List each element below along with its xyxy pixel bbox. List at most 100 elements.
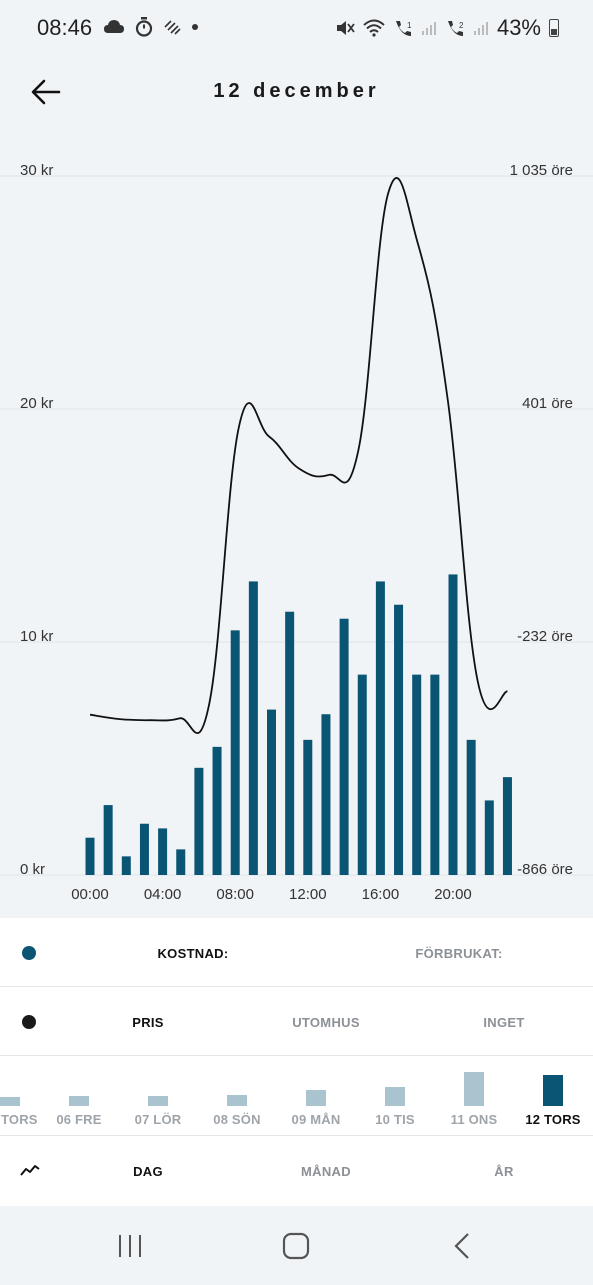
signal-icon bbox=[421, 22, 436, 35]
svg-text:2: 2 bbox=[459, 21, 464, 30]
page-title: 12 december bbox=[213, 80, 380, 102]
call-sim2-icon: 2 bbox=[447, 21, 464, 36]
chart-canvas: 0 kr -866 öre 10 kr -232 öre 20 kr 401 öre 30 … bbox=[0, 162, 593, 903]
x-tick-label: 04:00 bbox=[144, 886, 182, 903]
y-left-tick-label: 30 kr bbox=[20, 162, 53, 179]
status-time: 08:46 bbox=[37, 15, 93, 40]
controls-panel: KOSTNAD: FÖRBRUKAT: PRIS UTOMHUS INGET 0… bbox=[0, 918, 593, 1206]
price-chart: 0 kr -866 öre 10 kr -232 öre 20 kr 401 öre 30 … bbox=[0, 140, 593, 910]
bar-hour-12 bbox=[303, 739, 313, 875]
day-bar bbox=[385, 1087, 405, 1106]
x-tick-label: 16:00 bbox=[362, 886, 400, 903]
battery-icon bbox=[549, 19, 559, 37]
cost-toggle[interactable]: KOSTNAD: bbox=[157, 946, 229, 961]
svg-text:1: 1 bbox=[407, 21, 412, 30]
price-toggle[interactable]: PRIS bbox=[132, 1015, 164, 1030]
recent-apps-button[interactable] bbox=[110, 1230, 150, 1262]
trend-line-icon bbox=[20, 1165, 40, 1176]
day-label: 10 TIS bbox=[375, 1112, 415, 1127]
day-item[interactable]: 12 TORS bbox=[513, 1056, 593, 1136]
day-item[interactable]: 07 LÖR bbox=[118, 1056, 198, 1136]
bar-hour-4 bbox=[158, 828, 168, 875]
home-icon bbox=[282, 1232, 310, 1260]
x-tick-label: 12:00 bbox=[289, 886, 327, 903]
battery-percentage: 43% bbox=[496, 15, 541, 40]
day-selector: 05 TORS 06 FRE 07 LÖR 08 SÖN 09 MÅN 10 TIS 11 … bbox=[0, 1056, 593, 1136]
day-bar bbox=[148, 1096, 168, 1106]
day-item[interactable]: 09 MÅN bbox=[276, 1056, 356, 1136]
bar-hour-21 bbox=[466, 739, 476, 875]
y-left-tick-label: 0 kr bbox=[20, 861, 45, 878]
bar-hour-17 bbox=[394, 604, 404, 875]
bar-hour-16 bbox=[375, 581, 385, 875]
day-bar bbox=[306, 1090, 326, 1106]
day-bar bbox=[543, 1075, 563, 1106]
y-right-tick-label: -866 öre bbox=[517, 861, 573, 878]
day-bar bbox=[0, 1097, 20, 1106]
bar-hour-6 bbox=[194, 767, 204, 875]
consumption-toggle[interactable]: FÖRBRUKAT: bbox=[415, 946, 503, 961]
day-label: 09 MÅN bbox=[291, 1112, 341, 1127]
mute-icon bbox=[336, 21, 355, 35]
y-right-tick-label: 1 035 öre bbox=[510, 162, 573, 179]
series-row-price: PRIS UTOMHUS INGET bbox=[0, 987, 593, 1056]
day-label: 12 TORS bbox=[525, 1112, 581, 1127]
bar-hour-19 bbox=[430, 674, 440, 875]
price-line bbox=[89, 177, 509, 734]
status-bar: 08:46 1 2 43% bbox=[0, 0, 593, 56]
day-label: 05 TORS bbox=[0, 1112, 38, 1127]
bar-hour-3 bbox=[139, 823, 149, 875]
bar-hour-10 bbox=[267, 709, 276, 875]
outdoor-toggle[interactable]: UTOMHUS bbox=[292, 1015, 360, 1030]
y-left-tick-label: 10 kr bbox=[20, 628, 53, 645]
day-bar bbox=[227, 1095, 247, 1106]
bar-hour-14 bbox=[339, 618, 349, 875]
y-left-tick-label: 20 kr bbox=[20, 395, 53, 412]
home-button[interactable] bbox=[276, 1230, 316, 1262]
header: 12 december bbox=[0, 60, 593, 120]
bar-hour-0 bbox=[85, 837, 95, 875]
bar-hour-18 bbox=[412, 674, 422, 875]
period-row: DAG MÅNAD ÅR bbox=[0, 1136, 593, 1205]
wifi-icon bbox=[363, 19, 385, 37]
bar-hour-2 bbox=[121, 856, 131, 875]
period-day-tab[interactable]: DAG bbox=[133, 1164, 163, 1179]
back-button[interactable] bbox=[24, 70, 68, 114]
y-right-tick-label: 401 öre bbox=[522, 395, 573, 412]
day-label: 08 SÖN bbox=[213, 1112, 261, 1127]
period-year-tab[interactable]: ÅR bbox=[494, 1164, 514, 1179]
day-item[interactable]: 10 TIS bbox=[355, 1056, 435, 1136]
back-nav-button[interactable] bbox=[442, 1230, 482, 1262]
day-item[interactable]: 11 ONS bbox=[434, 1056, 514, 1136]
day-bar bbox=[464, 1072, 484, 1106]
day-item[interactable]: 08 SÖN bbox=[197, 1056, 277, 1136]
day-item[interactable]: 06 FRE bbox=[39, 1056, 119, 1136]
system-nav-bar bbox=[0, 1206, 593, 1285]
bar-hour-13 bbox=[321, 714, 331, 875]
cloud-icon bbox=[104, 20, 124, 33]
day-label: 11 ONS bbox=[450, 1112, 498, 1127]
x-tick-label: 08:00 bbox=[216, 886, 254, 903]
bar-hour-15 bbox=[357, 674, 367, 875]
call-sim1-icon: 1 bbox=[395, 21, 412, 36]
bar-hour-23 bbox=[502, 777, 512, 875]
weather-icon bbox=[164, 20, 181, 35]
x-tick-label: 00:00 bbox=[71, 886, 109, 903]
day-label: 06 FRE bbox=[56, 1112, 102, 1127]
y-right-tick-label: -232 öre bbox=[517, 628, 573, 645]
day-bar bbox=[69, 1096, 89, 1106]
bar-hour-20 bbox=[448, 574, 458, 875]
day-item[interactable]: 05 TORS bbox=[0, 1056, 50, 1136]
day-label: 07 LÖR bbox=[134, 1112, 182, 1127]
bar-hour-1 bbox=[103, 805, 113, 875]
period-month-tab[interactable]: MÅNAD bbox=[301, 1164, 351, 1179]
dot-icon bbox=[192, 24, 198, 30]
recent-apps-icon bbox=[119, 1235, 141, 1257]
none-toggle[interactable]: INGET bbox=[483, 1015, 525, 1030]
back-icon bbox=[454, 1233, 469, 1259]
bar-hour-5 bbox=[176, 849, 186, 875]
bar-hour-8 bbox=[230, 630, 240, 875]
series-row-cost: KOSTNAD: FÖRBRUKAT: bbox=[0, 918, 593, 987]
bar-hour-7 bbox=[212, 746, 222, 875]
bar-hour-11 bbox=[285, 611, 295, 875]
